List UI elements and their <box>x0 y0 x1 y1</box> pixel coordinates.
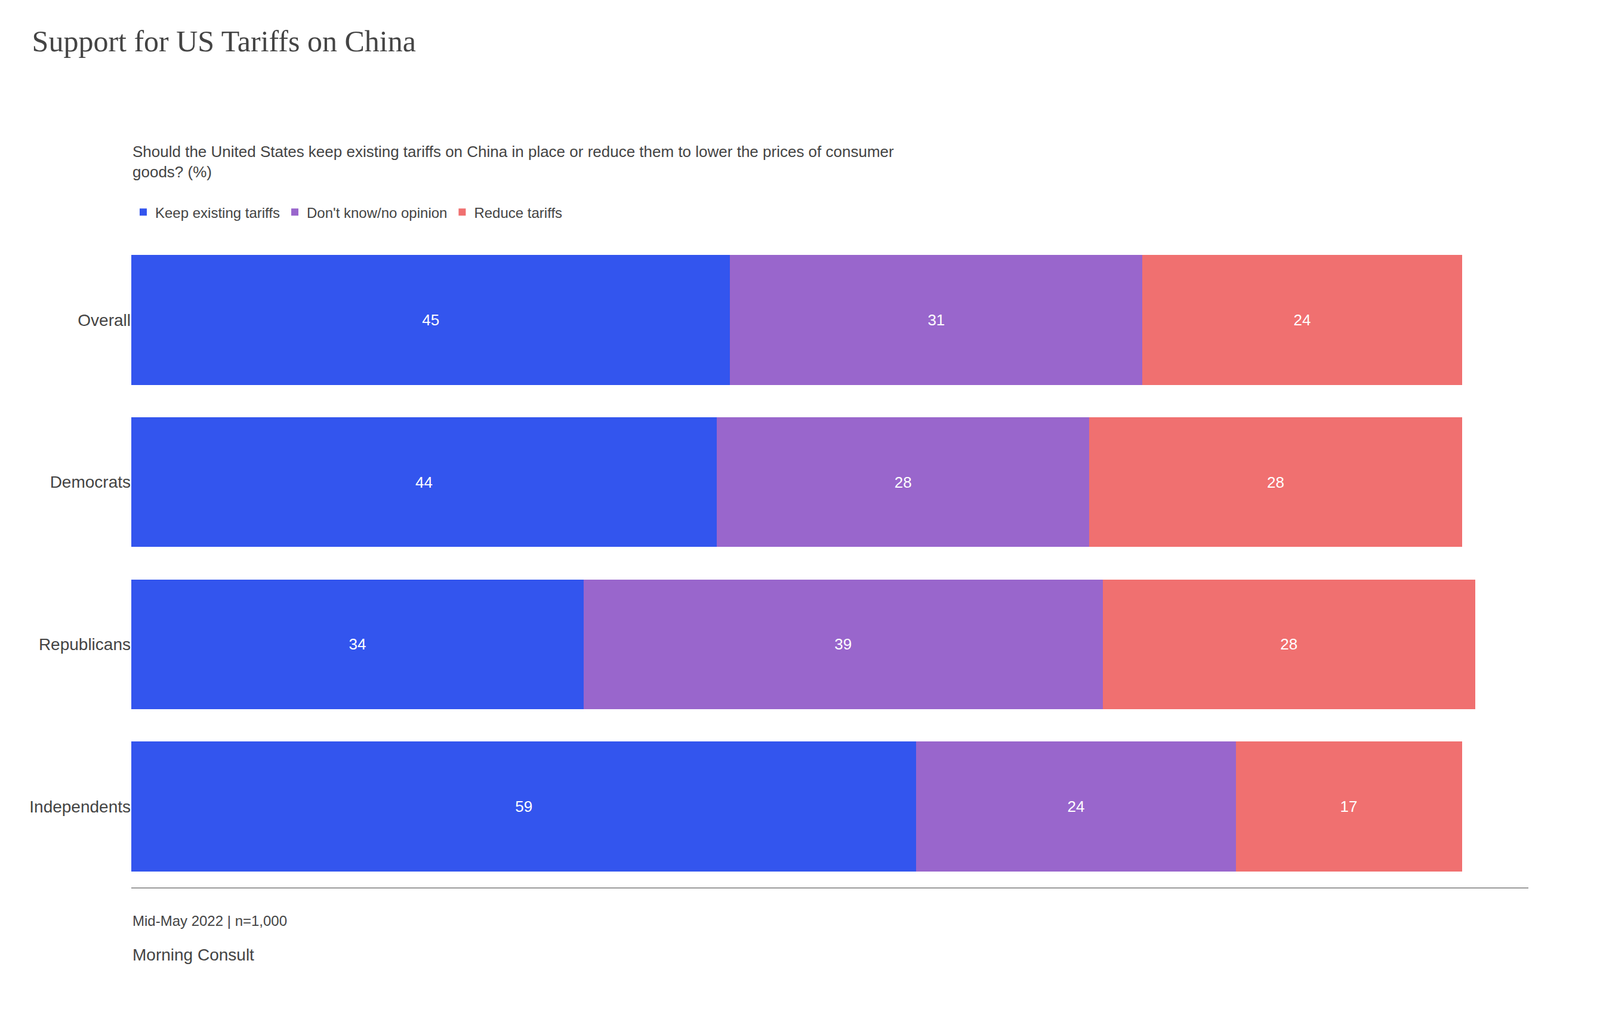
svg-text:24: 24 <box>1067 797 1085 816</box>
svg-text:24: 24 <box>1293 310 1312 329</box>
svg-text:Republicans: Republicans <box>38 634 131 654</box>
svg-text:Reduce tariffs: Reduce tariffs <box>473 204 563 221</box>
svg-text:39: 39 <box>834 634 852 653</box>
svg-text:17: 17 <box>1340 797 1358 816</box>
svg-text:Mid-May 2022 | n=1,000: Mid-May 2022 | n=1,000 <box>132 912 288 929</box>
svg-text:31: 31 <box>927 310 945 329</box>
svg-text:Support for US Tariffs on Chin: Support for US Tariffs on China <box>32 24 416 58</box>
svg-text:Overall: Overall <box>77 310 131 330</box>
svg-text:45: 45 <box>421 310 440 329</box>
svg-text:Democrats: Democrats <box>50 472 131 492</box>
svg-text:34: 34 <box>349 634 367 653</box>
svg-text:28: 28 <box>1280 634 1298 653</box>
svg-text:Morning Consult: Morning Consult <box>132 945 255 964</box>
svg-text:Don't know/no opinion: Don't know/no opinion <box>306 204 447 221</box>
svg-text:Keep existing tariffs: Keep existing tariffs <box>155 204 280 221</box>
svg-text:Independents: Independents <box>29 797 131 816</box>
svg-text:59: 59 <box>515 797 533 816</box>
svg-text:28: 28 <box>1266 473 1285 492</box>
svg-text:Should the United States keep: Should the United States keep existing t… <box>132 142 894 181</box>
svg-text:28: 28 <box>894 473 912 492</box>
svg-text:44: 44 <box>415 473 433 492</box>
